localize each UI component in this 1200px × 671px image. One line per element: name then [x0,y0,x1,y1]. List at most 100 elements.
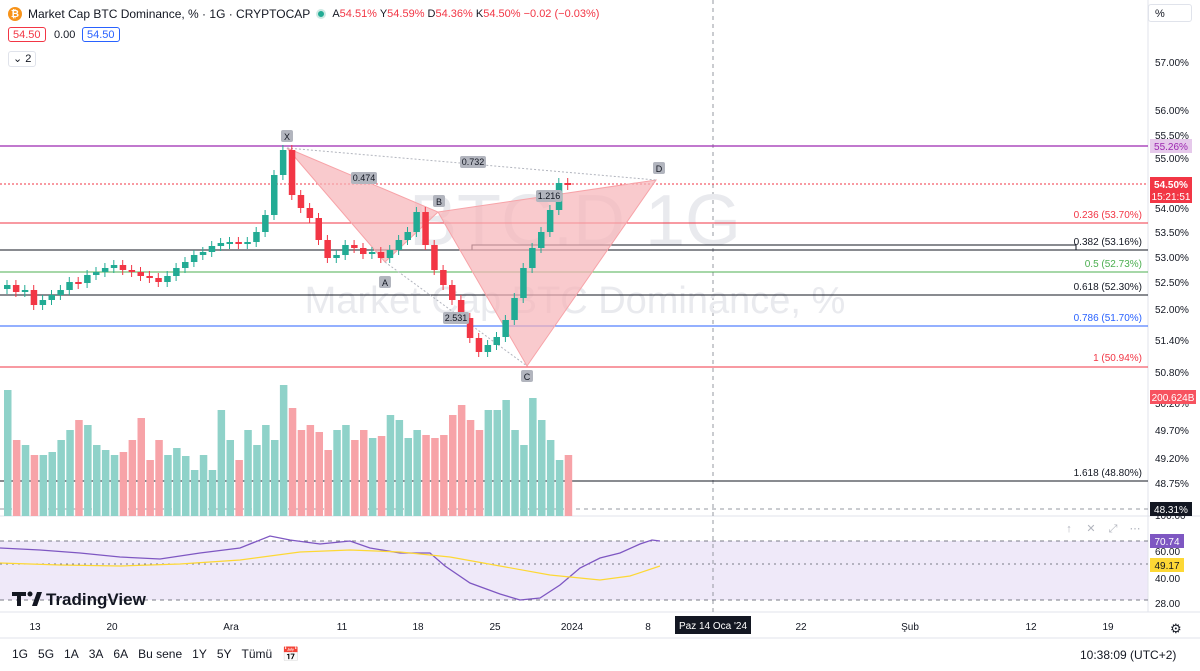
candle [262,215,269,232]
price-axis[interactable]: 57.00% 56.00% 55.50% 55.00% 54.00% 53.50… [1155,58,1189,610]
range-3m[interactable]: 3A [88,647,104,661]
volume-bar [164,455,172,516]
volume-bar [520,445,528,516]
price-tick: 50.20% [1155,399,1189,410]
svg-text:200.624B: 200.624B [1152,393,1195,404]
gear-icon[interactable]: ⚙ [1170,621,1182,636]
candle [226,242,233,244]
range-6m[interactable]: 6A [113,647,129,661]
pane-up-icon[interactable]: ↑ [1066,523,1072,535]
rsi-ma-line[interactable] [0,549,661,581]
volume-bar [253,445,261,516]
pane-close-icon[interactable]: ✕ [1086,523,1095,535]
rsi-ma-badge: 49.17 [1150,558,1184,572]
candle [449,285,456,300]
candle [315,218,322,240]
time-tick: 20 [106,622,118,633]
rsi-tick: 100.00 [1155,511,1186,522]
pattern-ratio-2531: 2.531 [443,312,469,324]
goto-date-icon[interactable]: 📅 [282,645,300,662]
sell-button[interactable]: 54.50 [8,27,46,42]
range-toolbar[interactable]: 1G 5G 1A 3A 6A Bu sene 1Y 5Y Tümü 📅 [12,643,300,665]
candle [128,270,136,272]
volume-series[interactable] [4,385,573,516]
time-tick: 25 [489,622,501,633]
volume-bar [101,450,110,516]
pane-more-icon[interactable]: ⋯ [1130,523,1141,535]
clock[interactable]: 10:38:09 (UTC+2) [1080,648,1177,662]
fib-label-05: 0.5 (52.73%) [1085,259,1142,270]
candle [75,282,82,284]
chart-legend[interactable]: ₿ Market Cap BTC Dominance, % · 1G · CRY… [8,6,599,22]
candle [288,150,296,195]
price-tick: 49.70% [1155,426,1189,437]
volume-bar [30,455,39,516]
fib-label-0382: 0.382 (53.16%) [1074,237,1142,248]
volume-bar [4,390,12,516]
candle [466,318,474,338]
time-tick: 12 [1025,622,1037,633]
pane-maximize-icon[interactable]: ⤢ [1109,523,1118,535]
range-5d[interactable]: 5G [38,647,55,661]
volume-bar [93,445,101,516]
indicators-toggle[interactable]: ⌄ 2 [8,51,37,67]
range-all[interactable]: Tümü [241,647,273,661]
range-ytd[interactable]: Bu sene [138,647,183,661]
svg-text:A: A [382,278,388,288]
fib-label-1618: 1.618 (48.80%) [1074,468,1142,479]
market-status-icon[interactable] [316,9,327,19]
candle [368,252,376,254]
pattern-ratio-0474: 0.474 [351,172,377,184]
price-tick: 56.00% [1155,106,1189,117]
range-5y[interactable]: 5Y [216,647,232,661]
scale-mode-button[interactable]: % [1148,4,1192,22]
range-1y[interactable]: 1Y [192,647,207,661]
volume-bar [538,420,546,516]
pattern-triangle-bcd [437,179,658,367]
candle [297,195,305,208]
candle [244,242,251,244]
price-tick: 48.75% [1155,479,1189,490]
volume-bar [315,432,323,516]
candle [342,245,349,255]
pane-controls[interactable]: ↑ ✕ ⤢ ⋯ [1066,523,1140,535]
pattern-point-b: B [433,195,445,207]
candle [146,276,153,278]
volume-bar [288,408,297,516]
candle [110,265,118,268]
volume-bar [333,430,341,516]
candle [235,242,242,244]
candle [484,345,492,352]
time-axis[interactable]: 13 20 Ara 11 18 25 2024 8 22 Şub 12 19 [29,622,1114,633]
buy-button[interactable]: 54.50 [82,27,120,42]
volume-bar [431,438,439,516]
candle [93,272,100,275]
range-1m[interactable]: 1A [64,647,79,661]
volume-bar [21,445,30,516]
volume-bar [173,448,181,516]
volume-bar [137,418,145,516]
volume-bar [297,430,306,516]
volume-bar [128,440,137,516]
volume-bar [368,438,377,516]
time-tick: 13 [29,622,41,633]
volume-bar [395,420,404,516]
rsi-band [0,541,1148,600]
tradingview-logo[interactable]: TradingView [12,590,147,609]
candle [377,252,385,258]
candle [190,255,198,262]
candle [529,248,536,268]
candle [404,232,411,240]
price-tick: 52.50% [1155,278,1189,289]
current-price-badge: 54.50% 15:21:51 [1150,177,1192,203]
svg-text:0.732: 0.732 [462,157,485,167]
price-tick: 55.50% [1155,131,1189,142]
svg-text:15:21:51: 15:21:51 [1152,192,1191,203]
candle [511,298,518,320]
volume-bar [110,455,119,516]
price-tick: 52.00% [1155,305,1189,316]
candle [440,270,447,285]
range-1d[interactable]: 1G [12,647,29,661]
symbol-title[interactable]: Market Cap BTC Dominance, % · 1G · CRYPT… [28,7,311,21]
